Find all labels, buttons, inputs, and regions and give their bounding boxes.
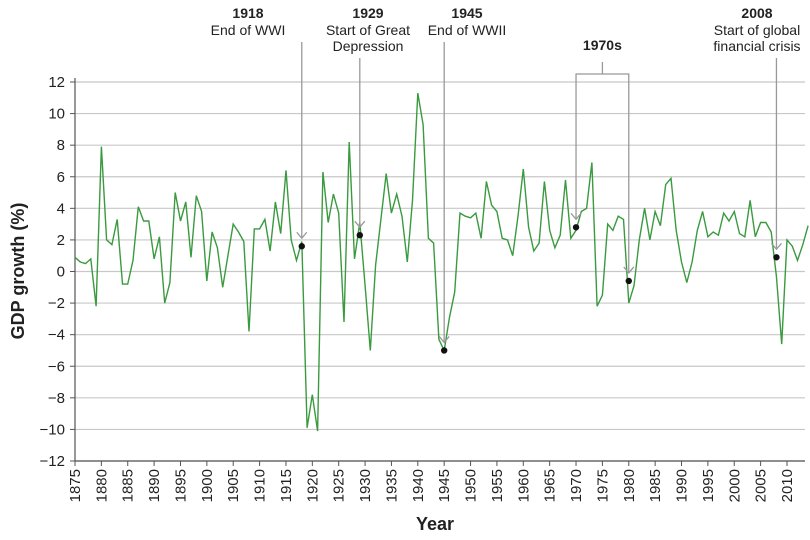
annotation-year: 1929 <box>352 5 383 21</box>
x-tick-label: 1985 <box>647 469 664 502</box>
x-tick-label: 1945 <box>436 469 453 502</box>
arrow-head-icon <box>354 220 366 229</box>
bracket-line <box>575 62 630 273</box>
axes: −12 −10 −8 −6 −4 −2 0 2 4 6 8 10 12 1875 1880 1885 1890 1… <box>40 74 805 502</box>
y-tick-label: −10 <box>40 421 65 438</box>
y-tick-label: 8 <box>57 137 65 154</box>
x-tick-label: 1955 <box>489 469 506 502</box>
bracket-label: 1970s <box>583 37 622 53</box>
annotation-year: 1918 <box>232 5 263 21</box>
x-tick-label: 1950 <box>463 469 480 502</box>
x-tick-label: 1905 <box>225 469 242 502</box>
x-tick-label: 1970 <box>568 469 585 502</box>
x-tick-label: 2010 <box>779 469 796 502</box>
x-tick-label: 1885 <box>120 469 137 502</box>
x-tick-label: 2005 <box>753 469 770 502</box>
event-marker <box>356 231 363 239</box>
arrow-head-icon <box>623 266 635 274</box>
x-tick-label: 1875 <box>67 469 84 502</box>
x-tick-label: 1935 <box>383 469 400 502</box>
x-tick-label: 1940 <box>410 469 427 502</box>
event-marker <box>625 277 632 285</box>
x-tick-label: 1895 <box>172 469 189 502</box>
annotation-year: 1945 <box>451 5 482 21</box>
annotation-text: End of WWI <box>211 22 286 38</box>
x-tick-label: 1920 <box>304 469 321 502</box>
y-tick-label: 0 <box>57 264 65 281</box>
arrow-head-icon <box>296 231 308 240</box>
y-tick-label: −12 <box>40 453 65 470</box>
y-tick-label: 12 <box>48 74 65 91</box>
annotation-text: Depression <box>333 38 404 54</box>
arrow-head-icon <box>770 242 782 251</box>
x-tick-label: 2000 <box>726 469 743 502</box>
event-marker <box>773 254 780 261</box>
event-marker <box>572 224 580 231</box>
annotation-text: Start of Great <box>326 22 410 38</box>
y-tick-label: −2 <box>48 295 65 312</box>
y-tick-label: −4 <box>48 327 65 344</box>
x-tick-label: 1925 <box>331 469 348 502</box>
y-axis-title: GDP growth (%) <box>8 203 28 340</box>
y-tick-label: 2 <box>57 232 65 249</box>
annotation-text: financial crisis <box>713 38 800 54</box>
x-tick-label: 1995 <box>700 469 717 502</box>
event-marker <box>298 243 305 250</box>
y-tick-label: 6 <box>57 169 65 186</box>
x-tick-label: 1960 <box>515 469 532 502</box>
annotation-text: Start of global <box>714 22 800 38</box>
gridlines <box>75 81 805 462</box>
annotation-year: 2008 <box>741 5 772 21</box>
x-tick-label: 1915 <box>278 469 295 502</box>
x-tick-label: 1965 <box>542 469 559 502</box>
y-tick-label: −6 <box>48 358 65 375</box>
annotation-text: End of WWII <box>428 22 507 38</box>
x-tick-label: 1910 <box>252 469 269 502</box>
x-tick-label: 1930 <box>357 469 374 502</box>
y-tick-label: 4 <box>57 200 65 217</box>
x-tick-label: 1900 <box>199 469 216 502</box>
y-tick-label: −8 <box>48 390 65 407</box>
series <box>74 92 809 432</box>
gdp-growth-line <box>74 92 809 432</box>
x-tick-label: 1990 <box>674 469 691 502</box>
x-tick-label: 1975 <box>594 469 611 502</box>
x-tick-label: 1890 <box>146 469 163 502</box>
event-marker <box>440 347 448 354</box>
y-tick-label: 10 <box>48 106 65 123</box>
x-tick-label: 1980 <box>621 469 638 502</box>
arrow-head-icon <box>438 336 450 344</box>
arrow-head-icon <box>570 212 582 221</box>
x-tick-label: 1880 <box>93 469 110 502</box>
x-axis-title: Year <box>416 514 454 534</box>
